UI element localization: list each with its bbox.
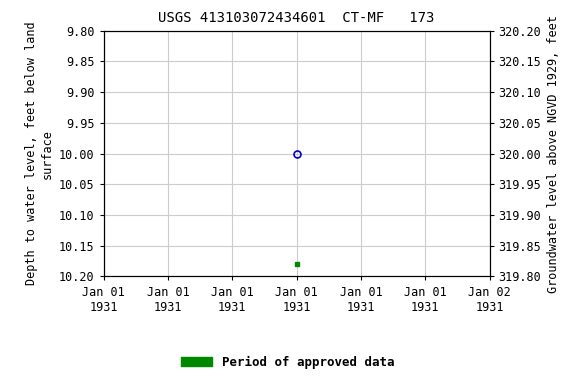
Y-axis label: Groundwater level above NGVD 1929, feet: Groundwater level above NGVD 1929, feet [547,15,560,293]
Title: USGS 413103072434601  CT-MF   173: USGS 413103072434601 CT-MF 173 [158,12,435,25]
Legend: Period of approved data: Period of approved data [176,351,400,374]
Y-axis label: Depth to water level, feet below land
surface: Depth to water level, feet below land su… [25,22,54,285]
